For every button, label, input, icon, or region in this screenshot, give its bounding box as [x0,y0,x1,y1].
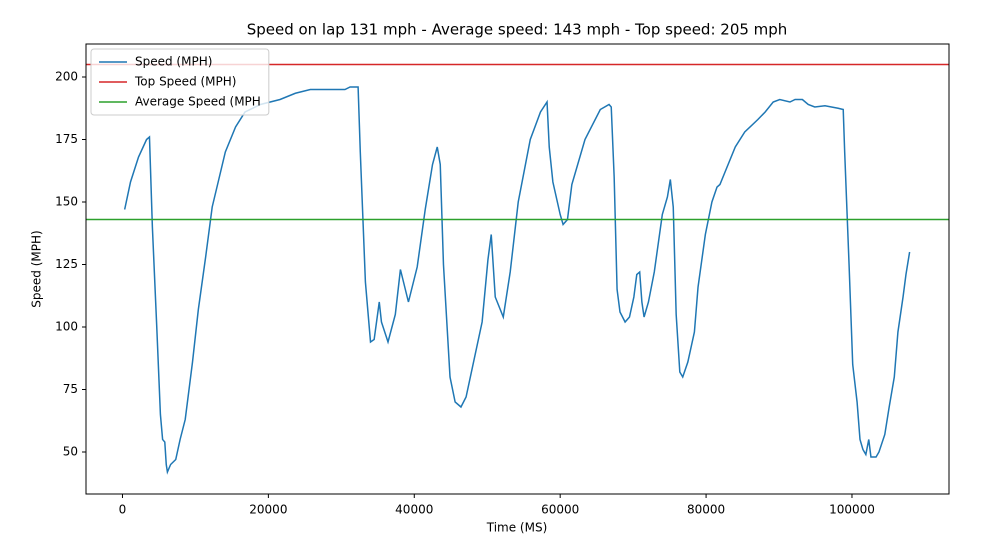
x-tick-label: 100000 [829,503,875,517]
y-axis-label: Speed (MPH) [30,230,44,307]
legend-label: Speed (MPH) [135,55,212,69]
legend: Speed (MPH) Top Speed (MPH) Average Speed … [90,48,270,116]
x-tick-label: 80000 [687,503,725,517]
y-tick-label: 200 [55,70,78,84]
x-tick-label: 20000 [249,503,287,517]
chart-title: Speed on lap 131 mph - Average speed: 14… [247,21,788,39]
plot-frame [85,43,950,495]
x-tick-label: 40000 [395,503,433,517]
y-tick-label: 100 [55,320,78,334]
x-axis-label: Time (MS) [486,521,548,535]
y-tick-label: 50 [63,445,78,459]
y-tick-label: 150 [55,195,78,209]
legend-box [90,48,270,116]
y-tick-label: 175 [55,132,78,146]
legend-label: Top Speed (MPH) [134,75,236,89]
legend-label: Average Speed (MPH [135,95,261,109]
x-tick-label: 0 [119,503,127,517]
x-tick-label: 60000 [541,503,579,517]
y-tick-label: 125 [55,257,78,271]
speed-line [123,86,911,475]
y-tick-label: 75 [63,382,78,396]
